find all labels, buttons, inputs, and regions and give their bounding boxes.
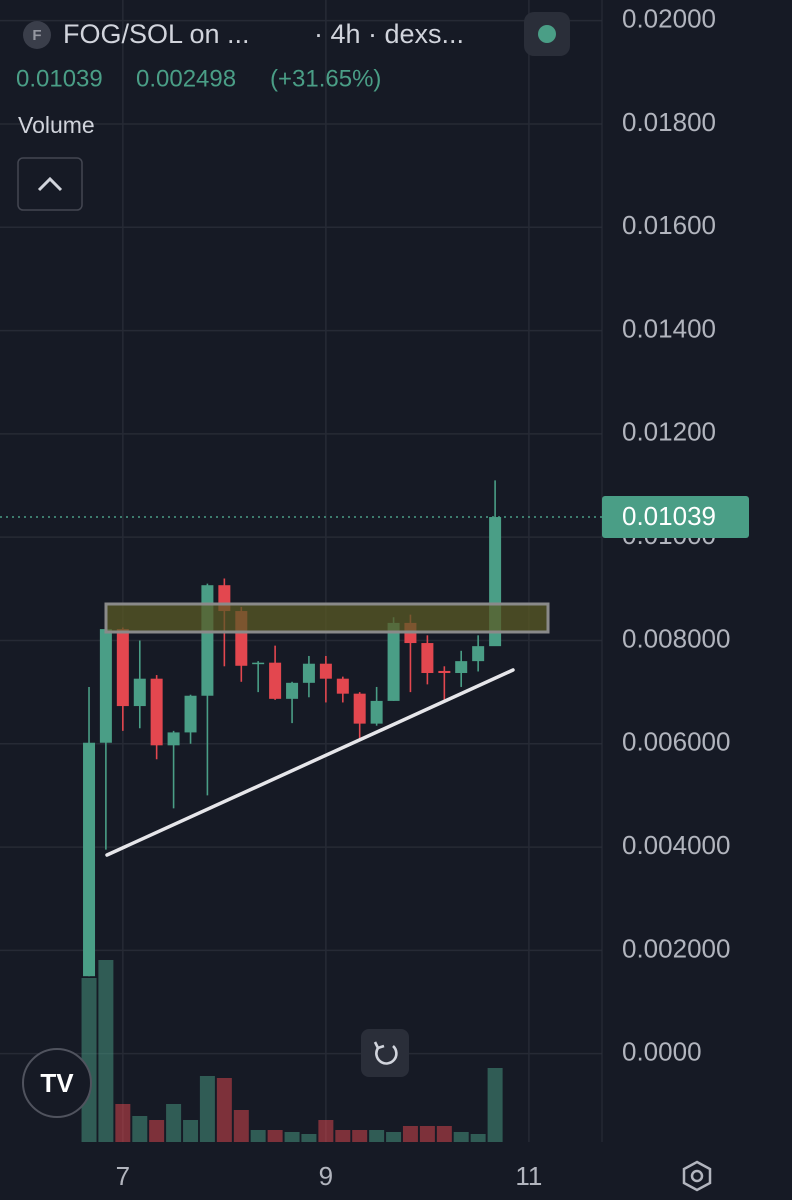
candle-body xyxy=(370,700,383,724)
settings-button[interactable] xyxy=(682,1160,712,1192)
volume-bar xyxy=(487,1068,503,1142)
volume-bar xyxy=(183,1120,199,1142)
candle-body xyxy=(133,678,146,707)
candle-body xyxy=(353,693,366,724)
volume-bar xyxy=(233,1110,249,1142)
symbol-icon-letter: F xyxy=(32,27,41,44)
candle-body xyxy=(83,742,96,977)
volume-bar xyxy=(386,1132,402,1142)
volume-bar xyxy=(318,1120,334,1142)
candle-body xyxy=(116,629,129,707)
y-tick-label: 0.004000 xyxy=(622,830,730,860)
last-price-tag xyxy=(602,496,749,539)
volume-bar xyxy=(81,978,97,1142)
volume-bar xyxy=(436,1126,452,1142)
candle-body xyxy=(252,662,265,665)
candle-body xyxy=(302,663,315,683)
overlay: 0.01039 xyxy=(0,496,749,539)
candle-body xyxy=(421,643,434,674)
candle-body xyxy=(150,678,163,746)
candle-body xyxy=(269,662,282,699)
volume-bar xyxy=(149,1120,165,1142)
reset-button[interactable] xyxy=(361,1029,409,1077)
candle-body xyxy=(387,622,400,701)
trend-line xyxy=(105,668,515,857)
y-tick-label: 0.01200 xyxy=(622,417,716,447)
candle-body xyxy=(336,678,349,694)
volume-bar xyxy=(216,1078,232,1142)
y-tick-label: 0.002000 xyxy=(622,933,730,963)
volume-bar xyxy=(115,1104,131,1142)
volume-bar xyxy=(470,1134,486,1142)
volume-bar xyxy=(166,1104,182,1142)
reset-icon xyxy=(375,1045,398,1065)
x-tick-label: 7 xyxy=(116,1161,130,1191)
volume-bar xyxy=(132,1116,148,1142)
chart-subtitle: · 4h · dexs... xyxy=(314,19,464,49)
candle-body xyxy=(455,661,468,674)
candle-body xyxy=(319,663,332,679)
last-price: 0.01039 xyxy=(16,65,103,92)
chart-title[interactable]: FOG/SOL on ... xyxy=(63,19,250,49)
volume-bar xyxy=(419,1126,435,1142)
status-dot xyxy=(538,25,556,43)
y-tick-label: 0.01400 xyxy=(622,313,716,343)
resistance-box xyxy=(104,602,550,634)
price-change-percent: (+31.65%) xyxy=(270,65,381,92)
y-tick-label: 0.0000 xyxy=(622,1037,702,1067)
candle-body xyxy=(201,585,214,696)
candle-body xyxy=(184,695,197,733)
volume-bar xyxy=(301,1134,317,1142)
volume-bar xyxy=(267,1130,283,1142)
volume-bar xyxy=(352,1130,368,1142)
y-tick-label: 0.02000 xyxy=(622,4,716,34)
collapse-icon xyxy=(37,176,63,192)
y-tick-label: 0.006000 xyxy=(622,727,730,757)
volume-bar xyxy=(199,1076,215,1142)
volume-label: Volume xyxy=(18,112,95,138)
volume-bar xyxy=(98,960,114,1142)
candle-body xyxy=(99,629,112,743)
price-change: 0.002498 xyxy=(136,65,236,92)
settings-icon xyxy=(690,1169,704,1183)
reset-icon-arrow xyxy=(373,1041,385,1050)
volume-bar xyxy=(284,1132,300,1142)
grid: 0.02000 0.01800 0.01600 0.01400 0.01200 0.010… xyxy=(0,0,730,1191)
logo-button[interactable] xyxy=(22,1048,92,1118)
volume-bar xyxy=(369,1130,385,1142)
candle-body xyxy=(438,670,451,674)
last-price-tag-label: 0.01039 xyxy=(622,501,716,531)
x-tick-label: 9 xyxy=(319,1161,333,1191)
y-tick-label: 0.01600 xyxy=(622,210,716,240)
candle-body xyxy=(167,732,180,746)
candle-body xyxy=(472,646,485,662)
volume-bar xyxy=(250,1130,266,1142)
candle-body xyxy=(286,682,299,699)
collapse-button[interactable] xyxy=(17,157,83,211)
logo-mark: TV xyxy=(40,1068,74,1098)
volume-bar xyxy=(453,1132,469,1142)
symbol-icon xyxy=(23,21,51,49)
volume-bar xyxy=(335,1130,351,1142)
volume-bar xyxy=(402,1126,418,1142)
candles xyxy=(83,480,502,977)
y-tick-label: 0.01800 xyxy=(622,107,716,137)
y-tick-label: 0.008000 xyxy=(622,623,730,653)
x-tick-label: 11 xyxy=(515,1161,542,1191)
